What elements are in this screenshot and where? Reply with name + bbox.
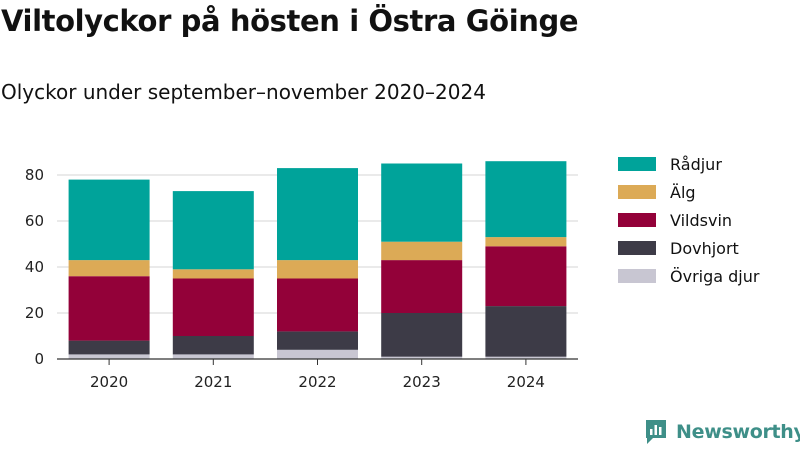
x-tick-label: 2021 — [194, 373, 232, 391]
legend-label: Vildsvin — [670, 210, 733, 230]
bar-segment — [381, 356, 463, 359]
y-tick-label: 60 — [25, 212, 44, 230]
brand-name: Newsworthy — [676, 421, 800, 443]
bar-segment — [68, 179, 150, 261]
bar-segment — [172, 191, 254, 270]
bar-segment — [172, 269, 254, 279]
bar-segment — [68, 340, 150, 355]
legend-label: Övriga djur — [670, 266, 760, 286]
bar-segment — [277, 278, 358, 332]
axes: 0 20 40 60 80 2020 2021 2022 2023 2024 — [25, 166, 578, 391]
y-tick-label: 20 — [25, 304, 44, 322]
legend-item: Dovhjort — [618, 234, 759, 262]
legend: Rådjur Älg Vildsvin Dovhjort Övriga djur — [618, 150, 759, 290]
legend-swatch — [618, 185, 656, 199]
bar-segment — [277, 331, 358, 350]
brand-logo: Newsworthy — [644, 418, 800, 446]
bar-segment — [381, 163, 463, 242]
bar-segment — [485, 306, 567, 357]
bar-segment — [172, 336, 254, 355]
bar-segment — [172, 354, 254, 359]
bar-segment — [381, 241, 463, 261]
legend-item: Vildsvin — [618, 206, 759, 234]
bar-segment — [277, 260, 358, 279]
x-tick-label: 2023 — [403, 373, 441, 391]
legend-item: Älg — [618, 178, 759, 206]
bar-segment — [277, 168, 358, 261]
bar-segment — [68, 354, 150, 359]
legend-label: Dovhjort — [670, 238, 739, 258]
y-tick-label: 0 — [34, 350, 44, 368]
newsworthy-logo-icon — [646, 420, 666, 444]
bar-segment — [172, 278, 254, 336]
legend-item: Rådjur — [618, 150, 759, 178]
bar-segment — [68, 260, 150, 277]
bar-segment — [485, 237, 567, 247]
legend-swatch — [618, 269, 656, 283]
x-tick-label: 2024 — [507, 373, 545, 391]
bars — [68, 161, 567, 359]
bar-segment — [277, 349, 358, 359]
bar-segment — [485, 161, 567, 238]
legend-swatch — [618, 157, 656, 171]
legend-label: Rådjur — [670, 154, 722, 174]
legend-swatch — [618, 213, 656, 227]
bar-segment — [485, 356, 567, 359]
bar-segment — [68, 276, 150, 341]
bar-segment — [485, 246, 567, 307]
chart-title: Viltolyckor på hösten i Östra Göinge — [1, 4, 579, 38]
legend-swatch — [618, 241, 656, 255]
chart-subtitle: Olyckor under september–november 2020–20… — [1, 80, 486, 104]
legend-label: Älg — [670, 182, 696, 202]
y-tick-label: 40 — [25, 258, 44, 276]
bar-segment — [381, 313, 463, 357]
legend-item: Övriga djur — [618, 262, 759, 290]
y-tick-label: 80 — [25, 166, 44, 184]
bar-segment — [381, 260, 463, 313]
x-tick-label: 2022 — [298, 373, 336, 391]
x-tick-label: 2020 — [90, 373, 128, 391]
